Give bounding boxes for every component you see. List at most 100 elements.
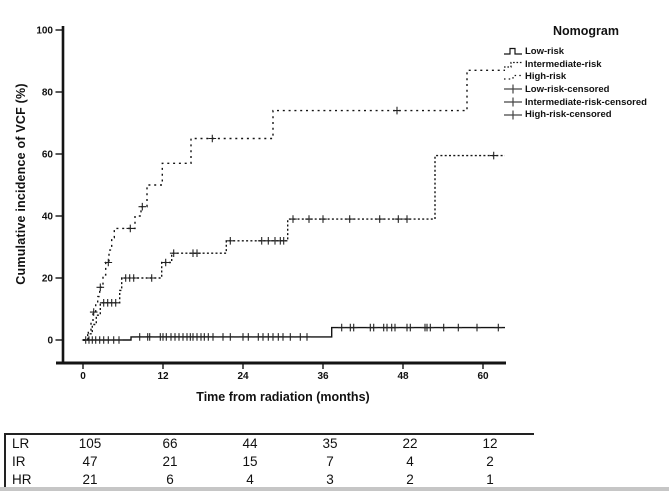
risk-table-cell: 66: [162, 436, 178, 451]
risk-table-cell: 12: [482, 436, 498, 451]
legend-entry-low-risk: Low-risk: [503, 45, 669, 58]
legend-entry-low-risk-censored: Low-risk-censored: [503, 83, 669, 96]
y-tick-label: 20: [42, 274, 54, 285]
censored-tick-mark: [279, 237, 288, 245]
risk-table-cell: 4: [246, 472, 254, 487]
censored-tick-mark: [319, 215, 327, 223]
risk-table-row-label: IR: [12, 454, 26, 469]
risk-table-cell: 6: [166, 472, 174, 487]
legend-label: High-risk: [525, 71, 567, 83]
censored-tick-mark: [391, 323, 399, 332]
risk-table-cell: 105: [78, 436, 102, 451]
x-tick-label: 48: [397, 371, 409, 382]
risk-table-cell: 2: [406, 472, 414, 487]
legend-label: Intermediate-risk-censored: [525, 96, 647, 108]
censored-tick-mark: [426, 323, 435, 332]
censored-tick-mark: [394, 215, 403, 223]
risk-table-cell: 7: [326, 454, 334, 469]
legend-label: Intermediate-risk: [525, 58, 602, 70]
x-tick-label: 60: [477, 371, 489, 382]
censored-tick-mark: [96, 283, 105, 292]
risk-table-cell: 21: [162, 454, 178, 469]
censored-tick-mark: [257, 237, 266, 245]
axes: 0 20 40 60 80 100 0 12 24 36 48 60: [36, 26, 506, 382]
censored-tick-mark: [226, 237, 235, 245]
risk-table-cell: 47: [82, 454, 98, 469]
window-bottom-edge: [0, 487, 669, 491]
legend-entry-intermediate-risk-censored: Intermediate-risk-censored: [503, 96, 669, 109]
legend-entry-high-risk: High-risk: [503, 70, 669, 83]
intermediate-risk-line-icon: [504, 61, 522, 68]
censored-tick-mark: [337, 323, 346, 332]
censored-plus-icon: [504, 97, 522, 107]
censored-tick-mark: [393, 106, 401, 115]
censored-tick-mark: [264, 237, 273, 245]
censored-tick-mark: [439, 323, 448, 332]
risk-table-cell: 2: [486, 454, 494, 469]
legend-label: Low-risk: [525, 45, 565, 57]
risk-table-cell: 1: [486, 472, 494, 487]
censored-tick-mark: [161, 258, 170, 267]
risk-table-cell: 21: [82, 472, 98, 487]
series-intermediate-risk: [83, 151, 505, 341]
censored-tick-mark: [244, 333, 253, 341]
censored-tick-mark: [375, 215, 384, 223]
censored-tick-mark: [279, 333, 287, 341]
y-tick-label: 0: [47, 336, 53, 347]
censored-tick-mark: [138, 202, 147, 211]
censored-tick-mark: [349, 323, 358, 332]
x-tick-label: 36: [317, 371, 329, 382]
series-low-risk: [81, 323, 505, 344]
censored-tick-mark: [289, 215, 297, 223]
y-tick-label: 40: [42, 212, 54, 223]
censored-tick-mark: [454, 323, 463, 332]
censored-tick-mark: [305, 215, 313, 223]
censored-tick-mark: [208, 134, 217, 143]
risk-table-cell: 44: [242, 436, 258, 451]
risk-table-cell: 22: [402, 436, 418, 451]
censored-tick-mark: [403, 215, 411, 223]
legend-title: Nomogram: [553, 24, 619, 38]
censored-tick-mark: [147, 274, 156, 282]
censored-tick-mark: [209, 333, 217, 341]
risk-table-row-lr: LR 105 66 44 35 22 12: [6, 435, 534, 453]
legend-label: High-risk-censored: [525, 109, 612, 121]
legend-entry-high-risk-censored: High-risk-censored: [503, 108, 669, 121]
censored-tick-mark: [286, 333, 295, 341]
series-high-risk: [83, 69, 505, 341]
censored-tick-mark: [303, 333, 311, 341]
censored-tick-mark: [193, 249, 201, 257]
risk-table-row-hr: HR 21 6 4 3 2 1: [6, 471, 534, 489]
x-tick-label: 12: [157, 371, 169, 382]
censored-tick-mark: [129, 274, 138, 282]
censored-tick-mark: [111, 299, 120, 307]
x-tick-label: 24: [237, 371, 249, 382]
y-tick-label: 80: [42, 88, 54, 99]
censored-tick-mark: [369, 323, 378, 332]
risk-table-row-ir: IR 47 21 15 7 4 2: [6, 453, 534, 471]
risk-table-cell: 3: [326, 472, 334, 487]
censored-tick-mark: [89, 308, 98, 316]
censored-plus-icon: [504, 84, 522, 94]
censored-tick-mark: [169, 249, 178, 257]
x-tick-label: 0: [80, 371, 86, 382]
censored-tick-mark: [135, 333, 144, 341]
censored-tick-mark: [494, 323, 503, 332]
high-risk-line-icon: [504, 74, 522, 80]
legend: Nomogram Low-risk Intermediate-risk High…: [503, 24, 669, 121]
censored-tick-mark: [104, 258, 113, 267]
censored-tick-mark: [115, 336, 123, 344]
x-axis-title: Time from radiation (months): [196, 390, 370, 404]
risk-table-row-label: LR: [12, 436, 30, 451]
y-tick-label: 100: [36, 26, 53, 37]
number-at-risk-table: LR 105 66 44 35 22 12 IR 47 21 15 7 4 2 HR 21 6 4 3 2 1: [4, 433, 534, 491]
censored-tick-mark: [145, 333, 154, 341]
legend-label: Low-risk-censored: [525, 83, 610, 95]
risk-table-cell: 35: [322, 436, 338, 451]
censored-tick-mark: [126, 224, 135, 233]
censored-tick-mark: [219, 333, 227, 341]
y-axis-title: Cumulative incidence of VCF (%): [14, 83, 28, 285]
y-tick-label: 60: [42, 150, 54, 161]
